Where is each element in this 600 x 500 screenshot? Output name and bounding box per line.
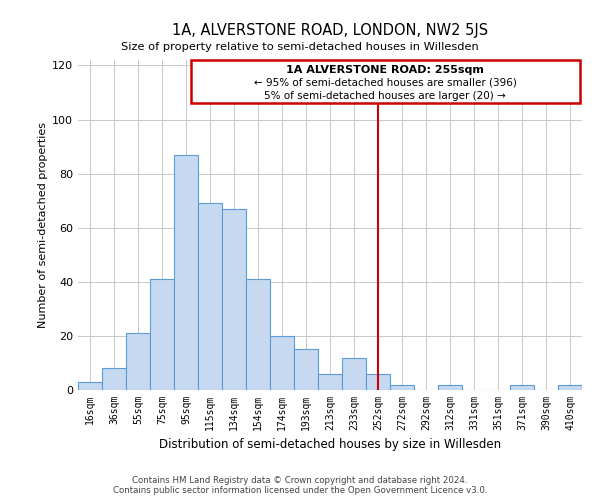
- Bar: [102, 368, 126, 390]
- FancyBboxPatch shape: [191, 60, 580, 104]
- Bar: [126, 333, 150, 390]
- Text: Contains HM Land Registry data © Crown copyright and database right 2024.: Contains HM Land Registry data © Crown c…: [132, 476, 468, 485]
- Text: Contains public sector information licensed under the Open Government Licence v3: Contains public sector information licen…: [113, 486, 487, 495]
- Text: Size of property relative to semi-detached houses in Willesden: Size of property relative to semi-detach…: [121, 42, 479, 52]
- Bar: [198, 204, 222, 390]
- Bar: [174, 154, 198, 390]
- Text: 1A ALVERSTONE ROAD: 255sqm: 1A ALVERSTONE ROAD: 255sqm: [286, 65, 484, 75]
- Bar: [150, 279, 174, 390]
- X-axis label: Distribution of semi-detached houses by size in Willesden: Distribution of semi-detached houses by …: [159, 438, 501, 452]
- Bar: [558, 384, 582, 390]
- Bar: [222, 209, 246, 390]
- Bar: [78, 382, 102, 390]
- Bar: [342, 358, 366, 390]
- Bar: [246, 279, 270, 390]
- Text: ← 95% of semi-detached houses are smaller (396): ← 95% of semi-detached houses are smalle…: [254, 78, 517, 88]
- Title: 1A, ALVERSTONE ROAD, LONDON, NW2 5JS: 1A, ALVERSTONE ROAD, LONDON, NW2 5JS: [172, 23, 488, 38]
- Y-axis label: Number of semi-detached properties: Number of semi-detached properties: [38, 122, 48, 328]
- Bar: [366, 374, 390, 390]
- Bar: [438, 384, 462, 390]
- Bar: [318, 374, 342, 390]
- Bar: [390, 384, 414, 390]
- Text: 5% of semi-detached houses are larger (20) →: 5% of semi-detached houses are larger (2…: [265, 91, 506, 101]
- Bar: [270, 336, 294, 390]
- Bar: [294, 350, 318, 390]
- Bar: [510, 384, 534, 390]
